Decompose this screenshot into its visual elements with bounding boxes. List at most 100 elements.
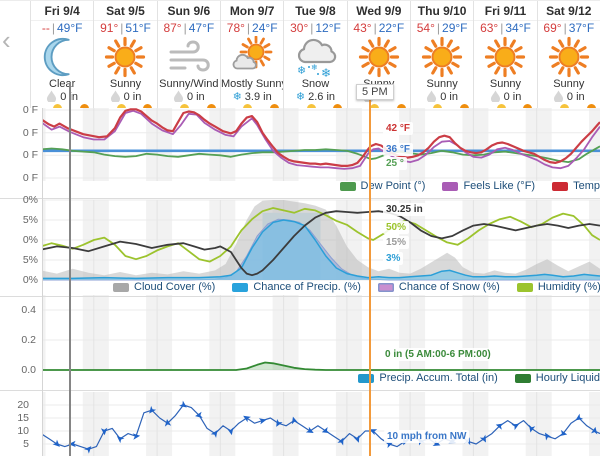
legend-item[interactable]: Hourly Liquid: [514, 372, 600, 384]
day-precip-value: 0 in: [123, 90, 142, 103]
day-hi-lo: 91° | 51°F: [94, 21, 156, 36]
legend-swatch-icon: [358, 373, 375, 383]
day-column-2[interactable]: Sat 9/5 91° | 51°F Sunny 0 in: [93, 1, 157, 108]
day-precip-value: 0 in: [503, 90, 522, 103]
day-column-3[interactable]: Sun 9/6 87° | 47°F Sunny/Wind 0 in: [156, 1, 220, 108]
hover-value-tooltip: 15%: [383, 236, 410, 249]
day-hi-lo: 43° | 22°F: [348, 21, 410, 36]
legend-swatch-icon: [514, 373, 531, 383]
sunrise-icon: [496, 104, 506, 108]
day-precip: 0 in: [31, 89, 93, 103]
day-high-temp: 54°: [416, 21, 435, 35]
day-precip: ❄ 2.6 in: [284, 90, 346, 103]
now-marker-line: [69, 83, 71, 456]
hi-lo-separator: |: [246, 21, 251, 35]
day-low-temp: 24°F: [252, 21, 278, 35]
divider: [0, 198, 600, 199]
sun-icon: [411, 36, 473, 78]
y-axis-tick-label: 0.2: [21, 334, 36, 346]
day-precip: 0 in: [94, 89, 156, 103]
sunrise-sunset-markers: [538, 103, 600, 108]
day-column-8[interactable]: Fri 9/11 63° | 34°F Sunny 0 in: [473, 1, 537, 108]
divider: [0, 296, 600, 297]
prev-days-button[interactable]: ‹: [2, 25, 11, 55]
day-hi-lo: 78° | 24°F: [221, 21, 283, 36]
day-name: Mon 9/7: [220, 1, 284, 21]
day-column-5[interactable]: Tue 9/8 30° | 12°F ❄ ❄ ❄ Snow ❄ 2.6 in: [283, 1, 347, 108]
day-hi-lo: 30° | 12°F: [284, 21, 346, 36]
svg-text:❄: ❄: [311, 63, 318, 72]
day-column-4[interactable]: Mon 9/7 78° | 24°F Mostly Sunny ❄ 3.9 in: [219, 1, 284, 108]
legend-item[interactable]: Temp: [552, 180, 600, 192]
hover-value-tooltip: 50%: [383, 221, 410, 234]
day-precip: 0 in: [538, 89, 600, 103]
y-axis-tick-label: 0 F: [22, 127, 38, 139]
snowcloud-icon: ❄ ❄ ❄: [284, 36, 346, 78]
day-precip: 0 in: [474, 89, 536, 103]
sunrise-icon: [306, 104, 316, 108]
droplet-icon: [173, 89, 184, 105]
hi-lo-separator: |: [183, 21, 187, 35]
legend-label: Chance of Snow (%): [398, 281, 500, 293]
moon-icon: [31, 36, 93, 78]
legend-item[interactable]: Humidity (%): [516, 281, 600, 293]
sunrise-icon: [53, 104, 63, 108]
y-axis-tick-label: 5: [23, 438, 29, 450]
legend-item[interactable]: Chance of Snow (%): [377, 281, 500, 293]
y-axis-tick-label: 0 F: [22, 104, 38, 116]
day-precip-value: 0 in: [440, 90, 458, 103]
sun-icon: [474, 36, 536, 78]
day-name: Tue 9/8: [284, 1, 347, 21]
legend-item[interactable]: Precip. Accum. Total (in): [358, 372, 498, 384]
day-high-temp: --: [41, 21, 50, 35]
day-high-temp: 91°: [100, 21, 119, 35]
day-high-temp: 87°: [163, 21, 182, 35]
chart-legend-3: Precip. Accum. Total (in) Hourly Liquid: [0, 372, 600, 384]
day-precip-value: 0 in: [566, 90, 585, 103]
svg-text:❄: ❄: [321, 66, 331, 78]
sunrise-sunset-markers: [474, 103, 536, 108]
sun-icon: [348, 36, 410, 78]
droplet-icon: [426, 89, 437, 105]
day-low-temp: 51°F: [125, 21, 151, 35]
day-precip-value: 3.9 in: [244, 90, 272, 103]
snowflake-icon: ❄: [295, 90, 306, 103]
day-hi-lo: 63° | 34°F: [474, 21, 536, 36]
day-condition: Sunny/Wind: [159, 78, 219, 90]
day-hi-lo: 54° | 29°F: [411, 21, 473, 36]
day-column-9[interactable]: Sat 9/12 69° | 37°F Sunny 0 in: [536, 1, 600, 108]
day-hi-lo: 69° | 37°F: [538, 21, 600, 36]
day-low-temp: 22°F: [378, 21, 405, 35]
day-high-temp: 78°: [226, 21, 245, 35]
hi-lo-separator: |: [51, 21, 55, 35]
day-low-temp: 29°F: [442, 21, 468, 35]
legend-swatch-icon: [339, 181, 356, 191]
sunrise-sunset-markers: [158, 103, 220, 108]
sunrise-icon: [243, 104, 253, 108]
sunrise-icon: [370, 104, 380, 108]
y-axis-tick-label: 0%: [22, 274, 38, 286]
day-high-temp: 43°: [353, 21, 372, 35]
day-condition: Sunny: [426, 78, 458, 90]
hi-lo-separator: |: [500, 21, 504, 35]
day-column-1[interactable]: Fri 9/4 -- | 49°F Clear 0 in: [30, 1, 94, 108]
day-condition: Sunny: [553, 78, 585, 90]
sunset-icon: [459, 104, 469, 108]
sunrise-icon: [433, 104, 443, 108]
legend-item[interactable]: Chance of Precip. (%): [232, 281, 361, 293]
legend-item[interactable]: Dew Point (°): [339, 180, 425, 192]
hover-value-tooltip: 42 °F: [383, 122, 414, 135]
hover-value-tooltip: 25 °: [383, 157, 407, 170]
day-high-temp: 63°: [480, 21, 499, 35]
y-axis-tick-label: 20: [17, 399, 29, 411]
y-axis-tick-label: 0.0: [21, 364, 36, 376]
hover-time-tooltip: 5 PM: [356, 84, 394, 100]
legend-item[interactable]: Feels Like (°F): [442, 180, 535, 192]
legend-item[interactable]: Cloud Cover (%): [113, 281, 215, 293]
day-low-temp: 37°F: [568, 21, 595, 35]
day-condition: Sunny: [109, 78, 142, 90]
hover-value-tooltip: 3%: [383, 252, 404, 265]
day-column-7[interactable]: Thu 9/10 54° | 29°F Sunny 0 in: [409, 1, 474, 108]
